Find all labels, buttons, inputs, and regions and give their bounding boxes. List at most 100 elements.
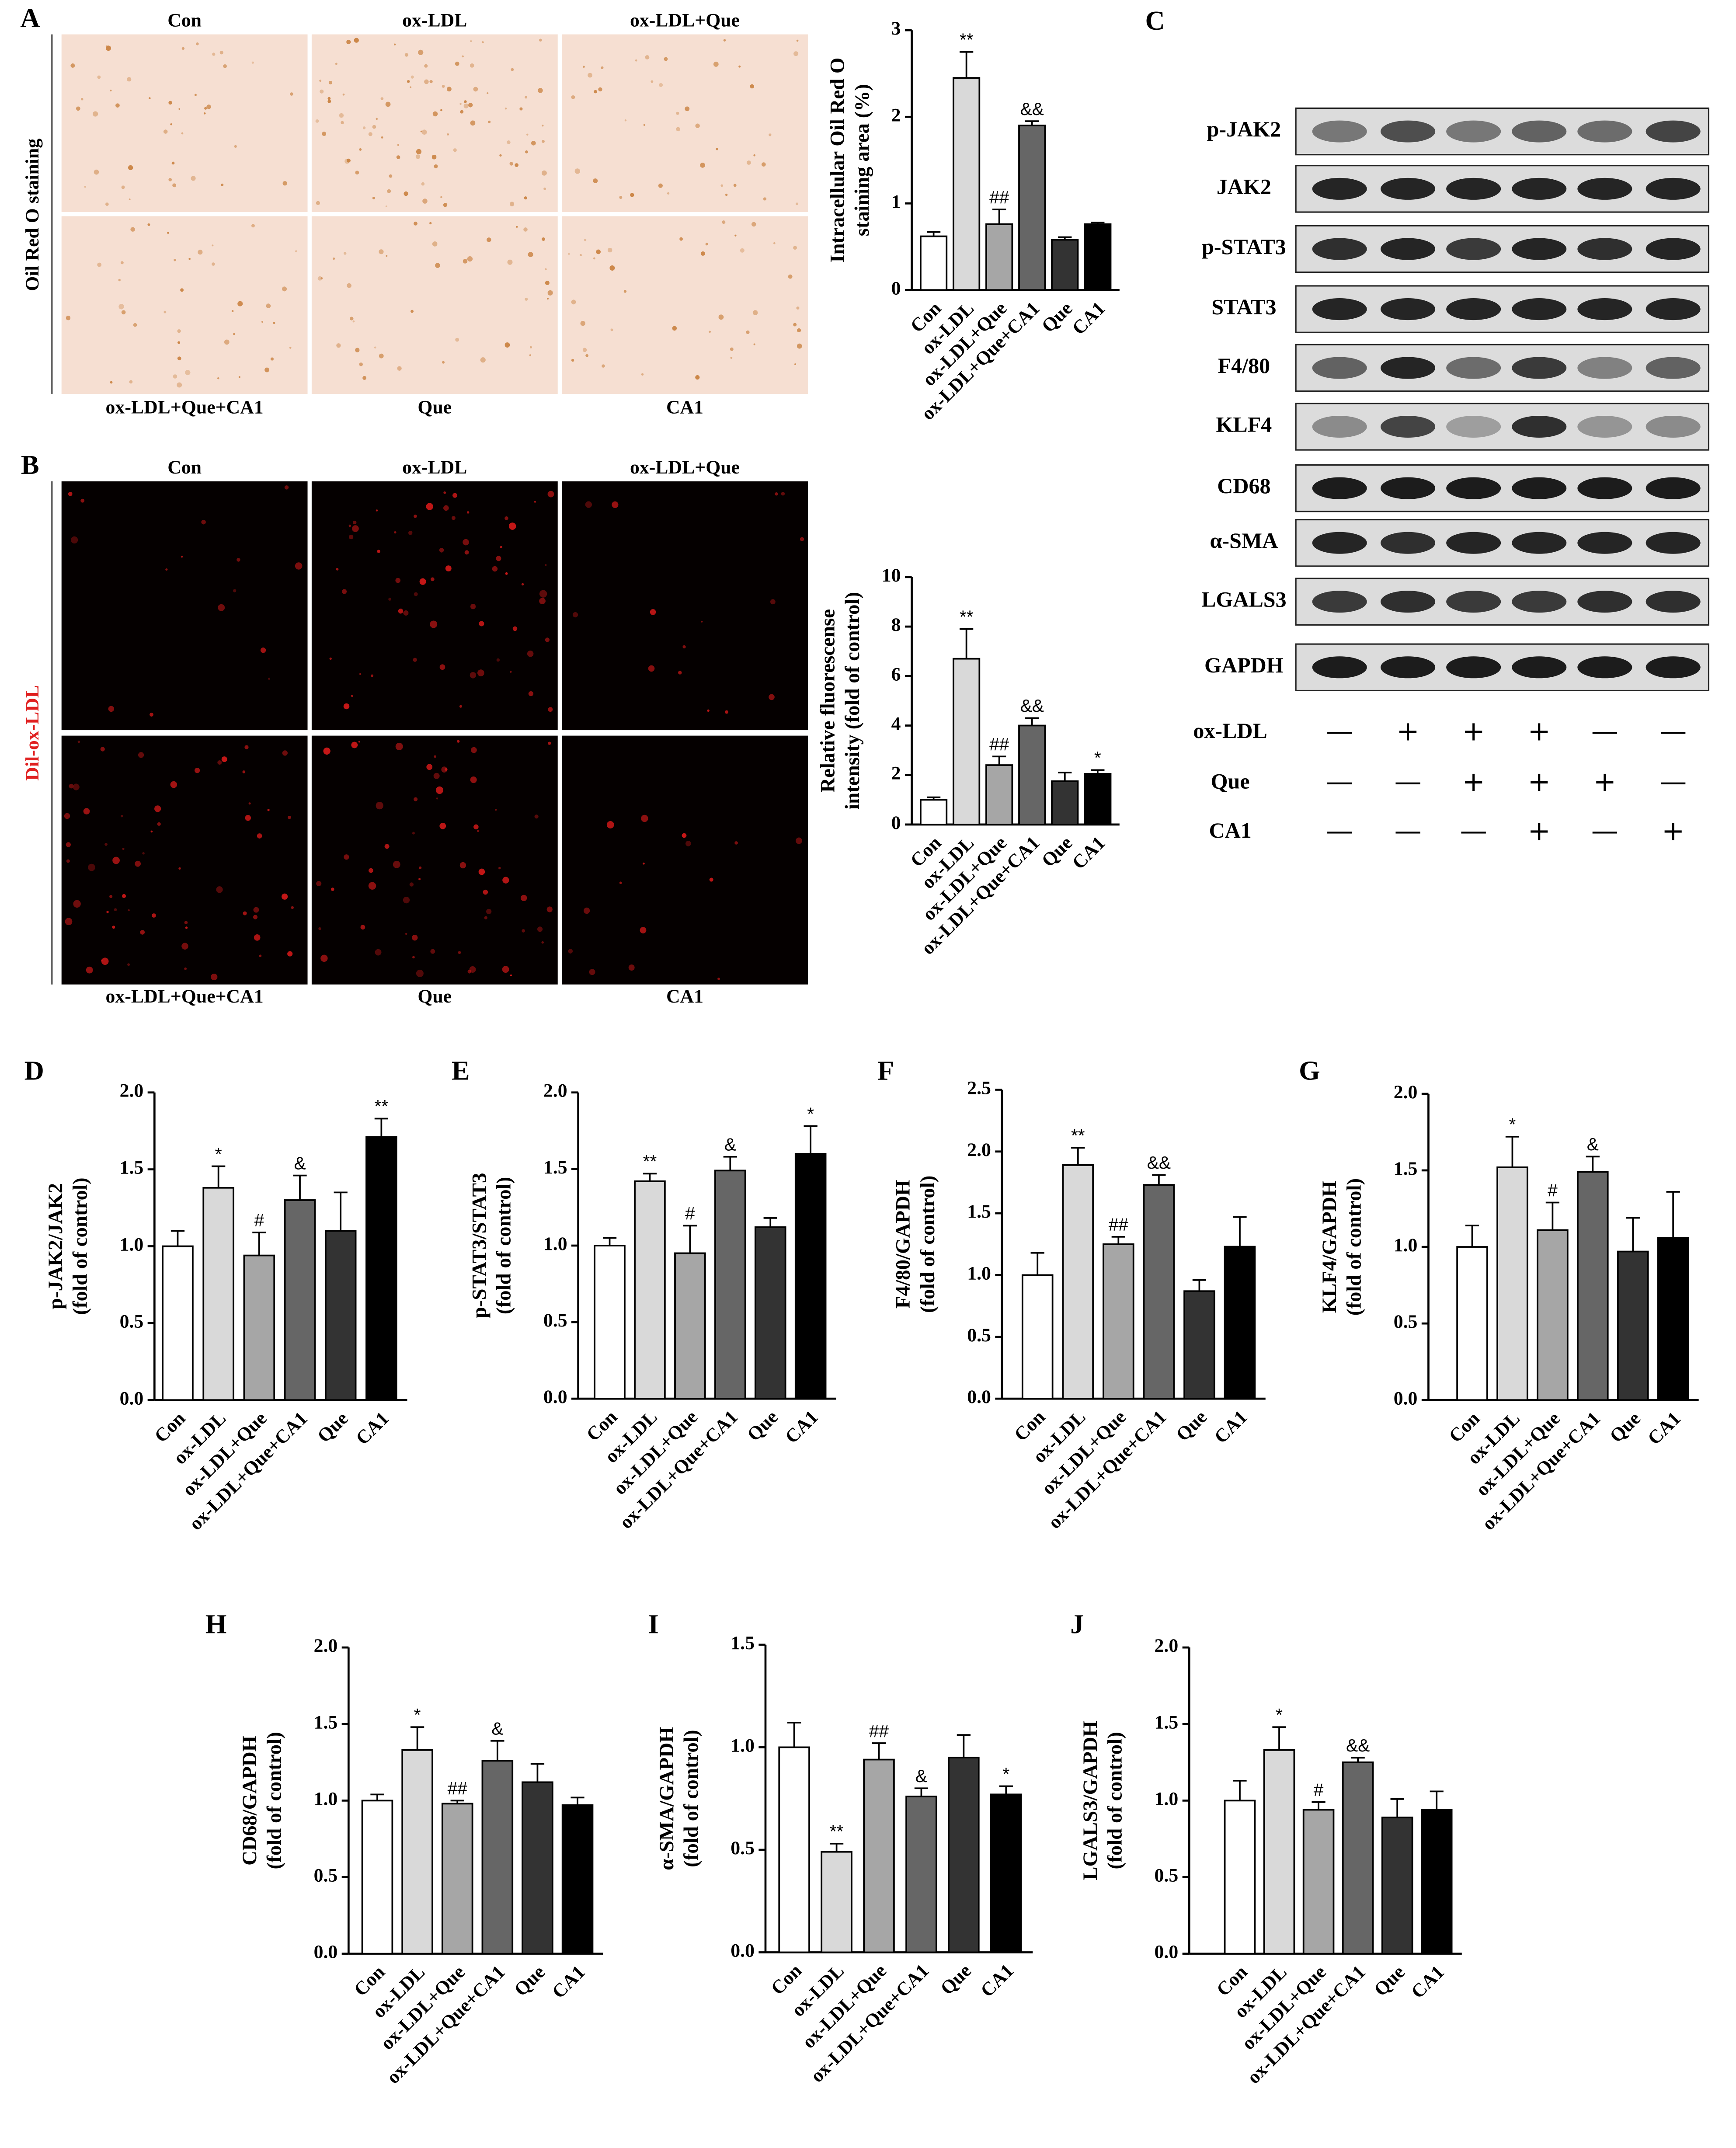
stain-dot <box>177 382 182 388</box>
y-axis-label: (fold of control) <box>916 1176 939 1313</box>
stain-dot <box>129 380 133 384</box>
stain-dot <box>411 75 414 79</box>
y-tick-label: 1.0 <box>1394 1235 1418 1256</box>
stain-dot <box>797 343 802 349</box>
significance-label: & <box>1587 1134 1599 1154</box>
stain-dot <box>725 710 729 714</box>
stain-dot <box>796 306 800 310</box>
stain-dot <box>568 949 573 954</box>
bar <box>674 1252 706 1400</box>
stain-dot <box>500 546 503 549</box>
stain-dot <box>234 145 237 148</box>
stain-dot <box>140 930 145 935</box>
bar <box>1302 1809 1335 1955</box>
stain-dot <box>290 92 293 96</box>
stain-dot <box>641 815 648 822</box>
blot-band <box>1577 357 1632 379</box>
y-axis-label: (fold of control) <box>1103 1732 1126 1869</box>
stain-dot <box>380 97 384 100</box>
stain-dot <box>83 808 90 815</box>
significance-label: # <box>1548 1180 1558 1200</box>
stain-dot <box>129 198 131 200</box>
stain-dot <box>467 970 472 974</box>
stain-dot <box>455 338 459 342</box>
stain-dot <box>405 933 407 935</box>
stain-dot <box>282 750 288 756</box>
bar <box>953 77 981 291</box>
bar <box>1617 1250 1649 1401</box>
blot-band <box>1381 415 1436 438</box>
blot-band <box>1646 120 1701 143</box>
blot-band <box>1577 477 1632 499</box>
treatment-sign: — <box>1326 766 1353 797</box>
y-tick-label: 0 <box>891 812 901 833</box>
stain-dot <box>462 55 464 58</box>
stain-dot <box>328 80 332 85</box>
stain-dot <box>459 862 466 869</box>
stain-dot <box>571 95 575 99</box>
y-tick-label: 1.0 <box>120 1234 144 1255</box>
y-tick-label: 2.0 <box>120 1080 144 1101</box>
stain-dot <box>672 326 677 331</box>
micrograph <box>61 481 308 731</box>
stain-dot <box>70 536 78 544</box>
y-tick-label: 2.0 <box>967 1139 991 1160</box>
blot-band <box>1512 120 1567 143</box>
stain-dot <box>244 745 249 749</box>
stain-dot <box>523 227 528 232</box>
stain-dot <box>537 926 543 932</box>
stain-dot <box>426 503 433 510</box>
bar <box>1143 1184 1175 1400</box>
stain-dot <box>447 133 449 136</box>
protein-label: JAK2 <box>1217 174 1271 198</box>
stain-dot <box>372 197 375 199</box>
stain-dot <box>167 232 169 234</box>
y-tick-label: 0.5 <box>1155 1865 1179 1886</box>
stain-dot <box>432 241 438 247</box>
stain-dot <box>539 38 542 42</box>
stain-dot <box>184 921 188 925</box>
stain-dot <box>502 877 509 884</box>
stain-dot <box>528 252 533 258</box>
stain-dot <box>206 104 211 109</box>
blot-band <box>1446 120 1501 143</box>
panel-letter: E <box>452 1055 470 1086</box>
y-tick-label: 2.0 <box>543 1080 567 1101</box>
bar <box>714 1170 746 1400</box>
blot-band <box>1512 591 1567 613</box>
blot-band <box>1646 591 1701 613</box>
stain-dot <box>525 297 528 301</box>
stain-dot <box>502 966 509 973</box>
stain-dot <box>470 672 477 679</box>
stain-dot <box>351 742 358 748</box>
stain-dot <box>254 934 261 941</box>
treatment-sign: — <box>1591 815 1619 847</box>
stain-dot <box>414 592 418 596</box>
image-label: ox-LDL <box>402 457 467 478</box>
treatment-sign: — <box>1591 715 1619 747</box>
stain-dot <box>385 205 387 207</box>
stain-dot <box>458 951 461 954</box>
bar <box>1018 724 1046 825</box>
stain-dot <box>793 246 797 250</box>
significance-label: & <box>724 1135 736 1155</box>
stain-dot <box>320 89 324 94</box>
stain-dot <box>118 304 124 310</box>
stain-dot <box>386 255 388 257</box>
stain-dot <box>504 342 510 348</box>
stain-dot <box>238 376 240 378</box>
stain-dot <box>488 120 491 123</box>
stain-dot <box>69 783 74 789</box>
stain-dot <box>291 906 294 909</box>
stain-dot <box>788 274 793 279</box>
stain-dot <box>707 709 710 712</box>
significance-label: # <box>1314 1780 1324 1800</box>
bar <box>948 1757 980 1953</box>
stain-dot <box>168 101 172 105</box>
y-tick-label: 1.0 <box>967 1263 991 1284</box>
y-tick-label: 1.0 <box>543 1233 567 1254</box>
bar <box>162 1245 194 1401</box>
bar <box>522 1781 553 1955</box>
stain-dot <box>178 867 181 870</box>
